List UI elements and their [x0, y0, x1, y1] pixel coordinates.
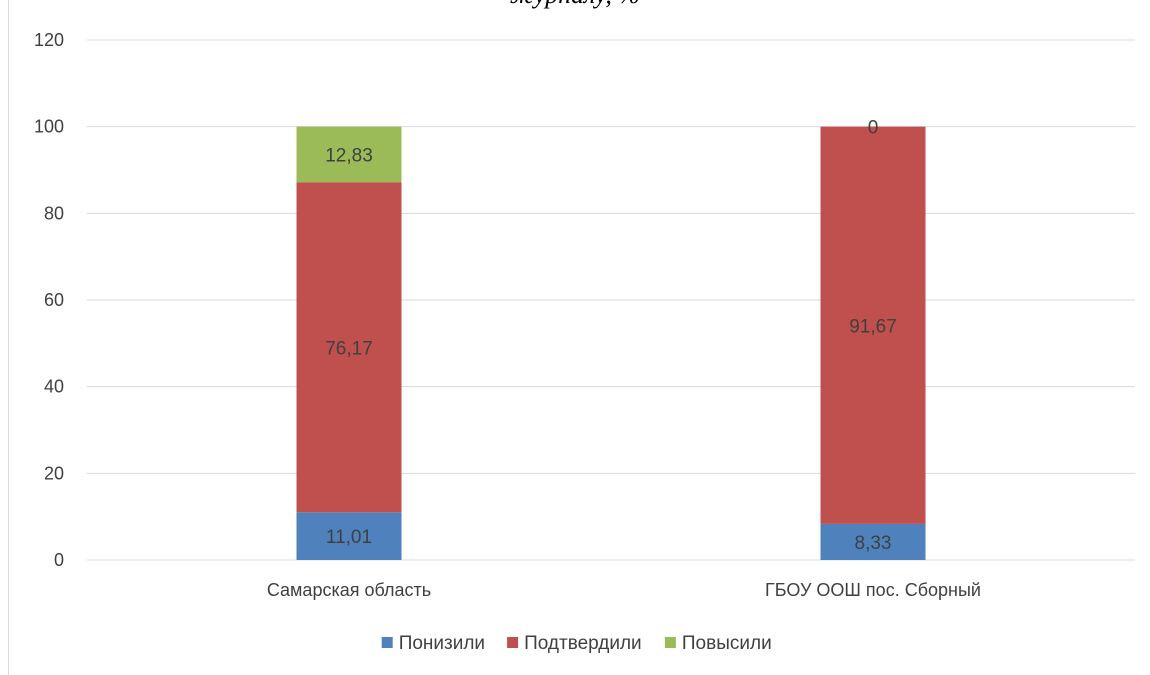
data-label-Подтвердили-0: 76,17	[325, 338, 373, 359]
data-label-Повысили-0: 12,83	[325, 145, 373, 166]
legend-label-Понизили: Понизили	[399, 633, 485, 654]
x-category-label-1: ГБОУ ООШ пос. Сборный	[765, 580, 981, 600]
y-tick-label-120: 120	[34, 30, 64, 50]
bar-Понизили-1	[820, 523, 926, 560]
y-tick-label-20: 20	[44, 463, 64, 483]
y-tick-label-40: 40	[44, 377, 64, 397]
bar-Подтвердили-0	[296, 182, 402, 513]
bar-Понизили-0	[296, 512, 402, 560]
x-category-label-0: Самарская область	[267, 580, 431, 600]
y-tick-label-0: 0	[54, 550, 64, 570]
data-label-Понизили-0: 11,01	[326, 527, 372, 548]
y-tick-label-80: 80	[44, 203, 64, 223]
data-label-Подтвердили-1: 91,67	[849, 316, 897, 337]
chart-frame	[8, 0, 1150, 675]
data-label-Повысили-1: 0	[868, 118, 879, 139]
legend-swatch-Повысили	[664, 637, 676, 648]
y-tick-label-60: 60	[44, 290, 64, 310]
legend-swatch-Подтвердили	[507, 637, 519, 648]
legend-label-Повысили: Повысили	[682, 633, 772, 654]
y-tick-label-100: 100	[34, 117, 64, 137]
legend-swatch-Понизили	[381, 637, 393, 648]
bar-Подтвердили-1	[820, 126, 926, 524]
legend-label-Подтвердили: Подтвердили	[524, 633, 642, 654]
chart-title: журналу, %	[0, 0, 1150, 10]
data-label-Понизили-1: 8,33	[855, 533, 892, 554]
bar-Повысили-0	[296, 126, 402, 183]
